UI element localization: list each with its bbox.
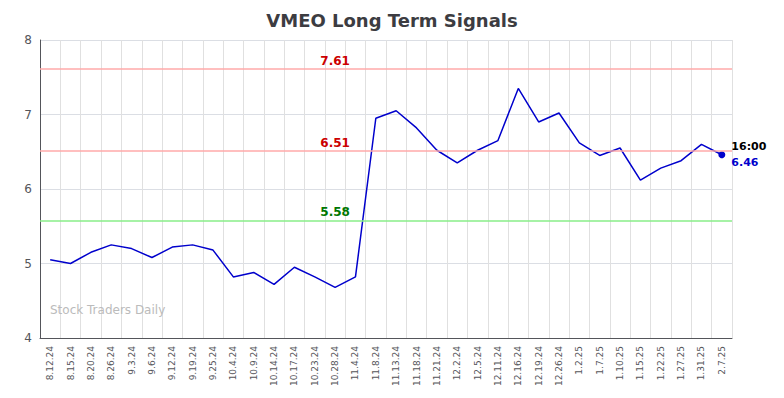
svg-text:9.19.24: 9.19.24 [188,346,198,381]
svg-text:5: 5 [24,257,32,271]
svg-text:11.13.24: 11.13.24 [391,346,401,386]
svg-text:12.19.24: 12.19.24 [534,346,544,386]
svg-text:2.7.25: 2.7.25 [717,346,727,375]
svg-text:8.20.24: 8.20.24 [86,346,96,381]
svg-text:1.15.25: 1.15.25 [635,346,645,380]
svg-text:7.61: 7.61 [320,54,350,68]
svg-text:6.51: 6.51 [320,136,350,150]
svg-text:Stock Traders Daily: Stock Traders Daily [50,303,165,317]
svg-text:8: 8 [24,33,32,47]
svg-text:12.26.24: 12.26.24 [554,346,564,386]
svg-text:1.10.25: 1.10.25 [615,346,625,380]
svg-text:16:00: 16:00 [731,140,766,153]
svg-text:10.17.24: 10.17.24 [289,346,299,386]
svg-text:11.4.24: 11.4.24 [350,346,360,381]
svg-text:9.6.24: 9.6.24 [147,346,157,375]
svg-text:5.58: 5.58 [320,205,350,219]
svg-text:9.25.24: 9.25.24 [208,346,218,381]
svg-text:6.46: 6.46 [731,156,758,169]
svg-text:1.7.25: 1.7.25 [595,346,605,375]
svg-text:10.4.24: 10.4.24 [228,346,238,381]
svg-text:4: 4 [24,331,32,345]
svg-text:12.2.24: 12.2.24 [452,346,462,381]
svg-text:1.31.25: 1.31.25 [696,346,706,380]
svg-text:8.12.24: 8.12.24 [45,346,55,381]
svg-text:12.11.24: 12.11.24 [493,346,503,386]
svg-text:8.26.24: 8.26.24 [106,346,116,381]
svg-text:12.5.24: 12.5.24 [473,346,483,381]
svg-text:1.27.25: 1.27.25 [676,346,686,380]
svg-text:6: 6 [24,182,32,196]
svg-text:11.8.24: 11.8.24 [371,346,381,381]
svg-text:10.9.24: 10.9.24 [249,346,259,381]
svg-text:10.23.24: 10.23.24 [310,346,320,386]
svg-text:9.12.24: 9.12.24 [167,346,177,381]
svg-text:9.3.24: 9.3.24 [127,346,137,375]
svg-text:1.2.25: 1.2.25 [574,346,584,375]
svg-text:1.22.25: 1.22.25 [656,346,666,380]
svg-text:12.16.24: 12.16.24 [513,346,523,386]
svg-text:VMEO Long Term Signals: VMEO Long Term Signals [266,10,517,31]
svg-text:11.21.24: 11.21.24 [432,346,442,386]
svg-text:7: 7 [24,108,32,122]
svg-text:10.28.24: 10.28.24 [330,346,340,386]
svg-text:11.18.24: 11.18.24 [412,346,422,386]
svg-text:8.15.24: 8.15.24 [66,346,76,381]
svg-text:10.14.24: 10.14.24 [269,346,279,386]
